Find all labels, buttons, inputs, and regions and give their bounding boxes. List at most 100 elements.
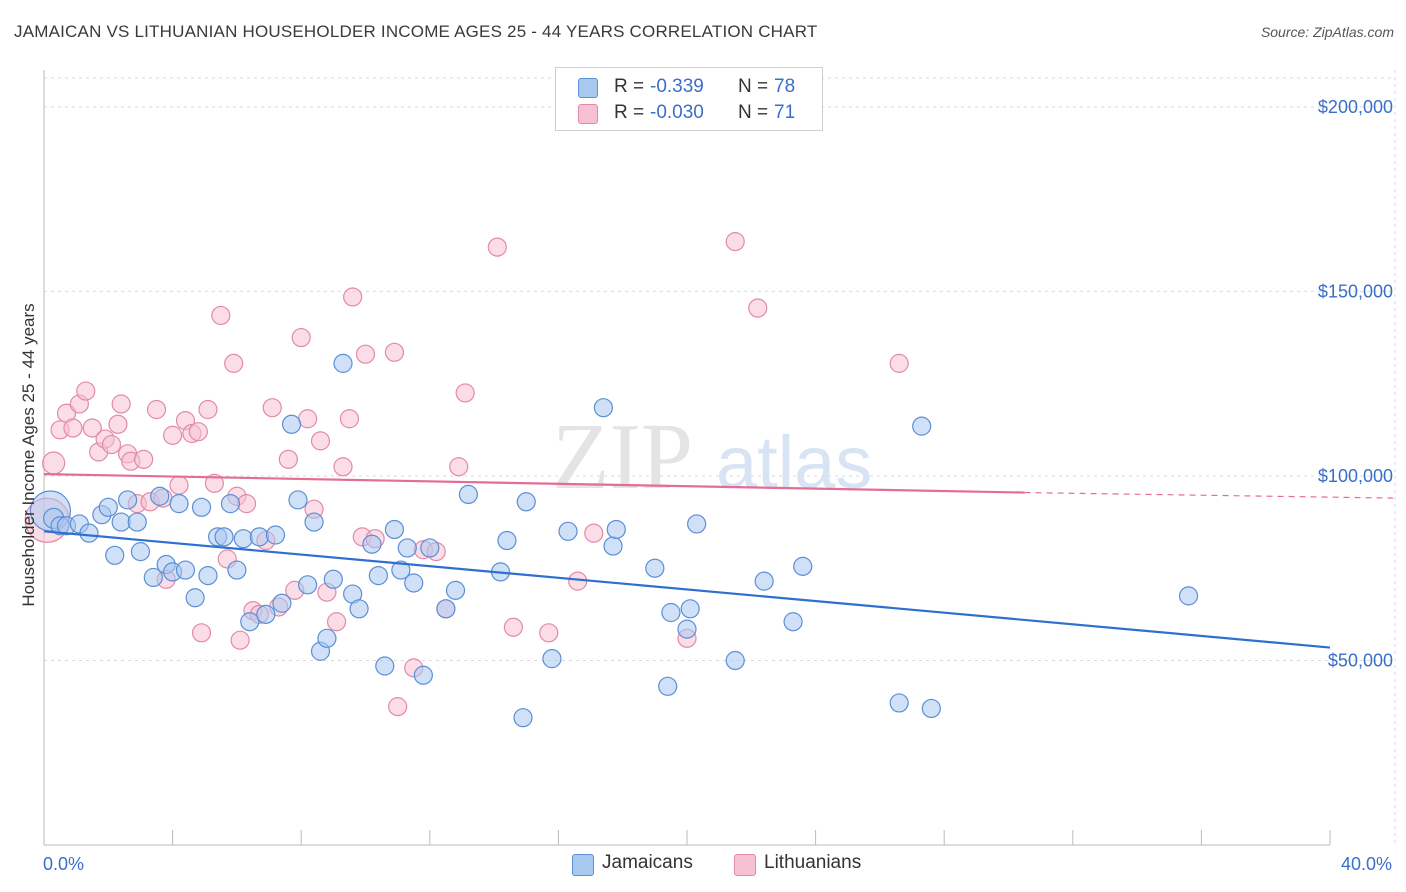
jamaican-point — [445, 580, 466, 600]
jamaican-point — [349, 599, 369, 619]
jamaican-point — [603, 536, 623, 556]
jamaican-point — [783, 612, 803, 632]
lithuanians-swatch — [578, 104, 598, 124]
y-tick-label: $200,000 — [1318, 97, 1393, 117]
lithuanian-point — [63, 418, 83, 438]
jamaican-point — [233, 529, 253, 549]
jamaican-point — [558, 521, 578, 541]
jamaican-point — [375, 656, 395, 676]
lithuanian-point — [224, 353, 244, 373]
jamaican-point — [680, 599, 700, 619]
lithuanian-point — [236, 494, 257, 514]
jamaican-point — [265, 525, 286, 545]
lithuanian-point — [326, 612, 347, 632]
jamaican-point — [288, 490, 308, 510]
lithuanian-point — [188, 422, 208, 442]
n-value: 71 — [774, 102, 796, 123]
x-tick-label-max: 40.0% — [1341, 854, 1392, 874]
jamaican-point — [793, 556, 813, 576]
jamaican-point — [304, 512, 324, 532]
lithuanian-point — [584, 523, 604, 543]
r-value: -0.339 — [650, 76, 704, 97]
r-label: R = — [614, 102, 645, 123]
jamaican-point — [921, 698, 941, 719]
jamaican-point — [256, 604, 276, 624]
jamaican-point — [227, 560, 247, 580]
jamaican-point — [105, 545, 125, 565]
n-label: N = — [738, 76, 769, 97]
jamaican-point — [130, 542, 151, 562]
lithuanian-point — [146, 399, 167, 420]
jamaican-point — [754, 571, 774, 591]
grid-lines — [44, 70, 1396, 845]
lithuanian-point — [163, 425, 183, 445]
lithuanian-point — [725, 232, 745, 252]
lithuanian-point — [108, 414, 128, 434]
jamaican-point — [458, 484, 478, 505]
jamaican-point — [127, 512, 147, 532]
r-value: -0.030 — [650, 102, 704, 123]
jamaican-point — [513, 708, 533, 728]
jamaican-point — [420, 538, 440, 558]
lithuanian-point — [291, 327, 311, 348]
correlation-legend: R = -0.339 N = 78 R = -0.030 N = 71 — [555, 67, 823, 131]
y-axis-label: Householder Income Ages 25 - 44 years — [19, 303, 38, 606]
jamaican-point — [214, 527, 234, 547]
lithuanian-point — [384, 342, 405, 362]
legend-label: Jamaicans — [602, 852, 693, 873]
lithuanian-point — [230, 630, 250, 650]
jamaican-point — [362, 534, 382, 554]
jamaican-point — [516, 492, 536, 512]
jamaican-point — [220, 494, 241, 514]
jamaican-point — [198, 565, 218, 586]
jamaican-point — [1178, 586, 1199, 606]
watermark-zip: ZIP — [552, 405, 693, 509]
x-tick-label-min: 0.0% — [43, 854, 84, 874]
jamaican-point — [384, 519, 405, 540]
lithuanians-trend-line — [43, 473, 1025, 494]
lithuanian-point — [278, 449, 298, 469]
jamaican-point — [497, 530, 517, 551]
lithuanian-point — [343, 287, 363, 307]
jamaican-point — [413, 665, 433, 685]
jamaicans-trend-line — [43, 530, 1331, 649]
jamaican-point — [240, 612, 260, 632]
r-label: R = — [614, 76, 645, 97]
lithuanian-point — [42, 451, 66, 475]
source-label: Source: ZipAtlas.com — [1260, 24, 1394, 40]
jamaican-point — [111, 512, 131, 532]
watermark-atlas: atlas — [716, 421, 872, 504]
jamaican-point — [323, 569, 343, 589]
lithuanian-point — [748, 298, 768, 318]
lithuanian-point — [211, 305, 231, 326]
jamaican-point — [368, 565, 388, 586]
lithuanian-point — [487, 237, 507, 257]
lithuanians-swatch — [734, 854, 756, 876]
lithuanian-point — [101, 434, 122, 455]
jamaican-point — [725, 650, 745, 671]
jamaican-point — [677, 619, 697, 639]
axes — [43, 70, 1331, 846]
lithuanian-point — [889, 353, 909, 373]
jamaican-point — [272, 593, 292, 613]
jamaican-point — [661, 602, 681, 623]
jamaicans-series — [29, 353, 1199, 728]
trend-lines — [43, 473, 1394, 649]
lithuanian-point — [82, 418, 102, 438]
lithuanian-point — [111, 394, 131, 414]
chart-title: JAMAICAN VS LITHUANIAN HOUSEHOLDER INCOM… — [14, 22, 818, 41]
y-tick-label: $100,000 — [1318, 466, 1393, 486]
jamaican-point — [658, 676, 678, 696]
jamaican-point — [912, 416, 932, 436]
jamaican-point — [606, 519, 626, 540]
jamaican-point — [645, 558, 665, 578]
lithuanian-point — [355, 344, 376, 364]
jamaican-point — [889, 693, 909, 713]
jamaican-point — [593, 398, 614, 418]
lithuanian-point — [333, 457, 353, 477]
y-tick-labels: $50,000 $100,000 $150,000 $200,000 — [1318, 97, 1393, 671]
n-label: N = — [738, 102, 769, 123]
y-tick-label: $150,000 — [1318, 281, 1393, 301]
jamaican-point — [391, 560, 411, 580]
